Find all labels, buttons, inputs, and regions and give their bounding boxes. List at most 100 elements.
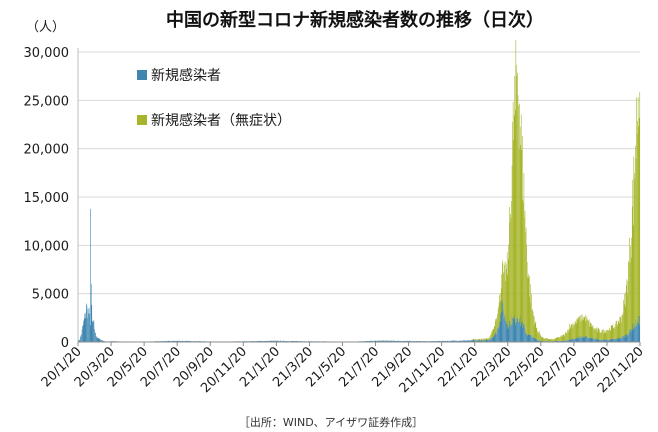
bar [518, 149, 520, 322]
y-tick-label: 25,000 [24, 94, 70, 109]
bar [280, 340, 281, 342]
bar [433, 340, 434, 342]
bar [557, 337, 558, 341]
bar [586, 336, 588, 342]
bar [476, 340, 477, 342]
bar [516, 64, 517, 322]
bar [414, 340, 415, 342]
bar [630, 332, 632, 342]
bar [573, 338, 574, 342]
bar [567, 330, 568, 341]
bar [519, 126, 521, 316]
bar [91, 304, 93, 342]
bar [585, 321, 586, 336]
bar [180, 340, 182, 342]
bar [565, 331, 567, 341]
bar [502, 299, 503, 342]
bar [583, 336, 585, 342]
bar [453, 340, 454, 342]
bar [569, 339, 571, 342]
bar [609, 327, 610, 340]
bar [486, 338, 488, 340]
bar [443, 340, 444, 342]
bar [633, 156, 635, 328]
bar [482, 339, 483, 341]
bar [100, 340, 102, 342]
bar [295, 340, 296, 342]
bar [495, 332, 497, 342]
bar [536, 327, 537, 340]
bar [274, 340, 275, 342]
bar [416, 340, 417, 342]
bar [562, 340, 564, 342]
bar [549, 339, 551, 342]
bar [496, 317, 498, 331]
bar [496, 330, 498, 342]
bar [277, 340, 278, 342]
bar [606, 339, 608, 342]
bar [499, 294, 500, 323]
bar [271, 340, 273, 342]
bar [587, 337, 589, 342]
bar [521, 150, 523, 323]
bar [472, 340, 474, 342]
bar [509, 320, 511, 342]
bar [632, 329, 634, 342]
bar [638, 323, 639, 342]
bar [558, 340, 559, 342]
bar [80, 336, 81, 342]
bar [585, 335, 586, 342]
bar [516, 76, 518, 319]
bar [588, 319, 590, 338]
bar [579, 337, 581, 342]
bar [619, 316, 621, 339]
bar [634, 323, 635, 342]
bar [589, 326, 590, 339]
bar [85, 317, 86, 342]
bar [514, 75, 516, 316]
bar [497, 309, 499, 326]
bar [460, 340, 461, 342]
bar [547, 338, 549, 341]
bar [602, 340, 604, 342]
bar [517, 95, 519, 319]
bar [553, 339, 555, 342]
bar [538, 340, 539, 342]
bar [548, 339, 550, 342]
bar [459, 340, 461, 342]
bar [622, 315, 623, 337]
y-tick-label: 20,000 [24, 143, 70, 158]
bar [554, 340, 555, 342]
bar [568, 331, 569, 341]
bar [575, 338, 576, 342]
bar [565, 340, 567, 342]
bar [178, 340, 179, 342]
bar [261, 340, 262, 342]
bar [613, 328, 615, 340]
bar [572, 327, 573, 339]
bar [261, 340, 263, 342]
bar [445, 340, 447, 342]
bar [564, 336, 565, 341]
bar [505, 320, 506, 342]
bar [440, 340, 441, 342]
bar [486, 339, 488, 342]
bar [381, 340, 383, 342]
bar [606, 329, 607, 340]
bar [522, 199, 524, 321]
legend-label: 新規感染者 [151, 67, 221, 84]
bar [169, 340, 171, 342]
bar [553, 339, 554, 342]
bar [510, 213, 511, 327]
bar [545, 338, 547, 342]
bar [635, 319, 636, 342]
bar [87, 318, 88, 342]
bar [438, 340, 440, 342]
bar [513, 319, 515, 342]
bar [611, 338, 613, 342]
bar [555, 338, 557, 341]
bar [252, 340, 254, 342]
bar [497, 327, 498, 342]
bar [638, 117, 640, 326]
bar [568, 329, 570, 340]
